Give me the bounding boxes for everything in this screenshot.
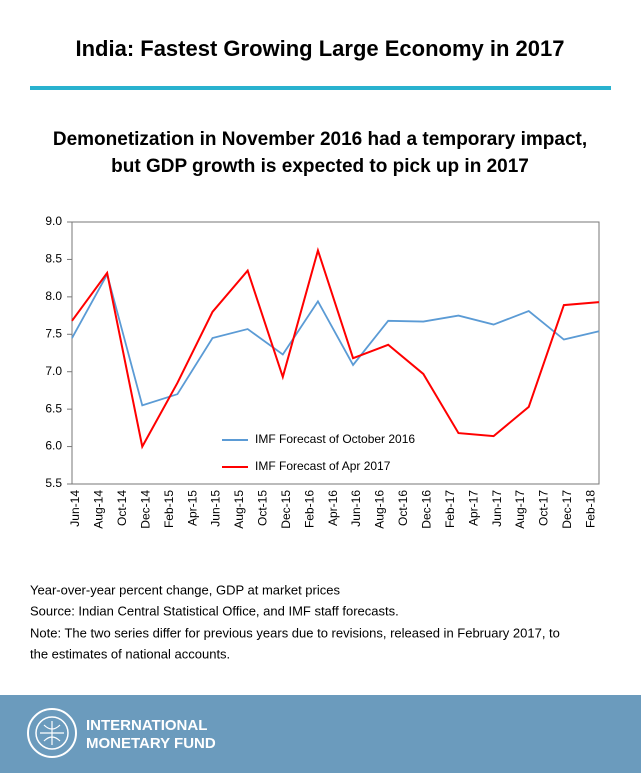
y-tick-label: 8.5 <box>45 252 62 266</box>
x-tick-label: Dec-17 <box>560 490 574 529</box>
chart-title: but GDP growth is expected to pick up in… <box>111 156 529 177</box>
series-line <box>71 272 600 407</box>
x-tick-label: Jun-15 <box>209 490 223 527</box>
note: Note: The two series differ for previous… <box>30 625 560 640</box>
imf-logo <box>27 708 77 758</box>
y-tick-label: 6.0 <box>45 439 62 453</box>
y-tick-label: 7.0 <box>45 364 62 378</box>
title-rule <box>30 86 611 90</box>
legend-label: IMF Forecast of October 2016 <box>255 432 415 446</box>
x-tick-label: Aug-16 <box>373 490 387 529</box>
x-tick-label: Aug-14 <box>92 490 106 529</box>
x-tick-label: Feb-18 <box>583 490 597 528</box>
org-name: INTERNATIONAL <box>86 717 207 734</box>
y-tick-label: 9.0 <box>45 214 62 228</box>
footer-band <box>0 695 641 773</box>
y-tick-label: 7.5 <box>45 326 62 340</box>
x-tick-label: Jun-14 <box>68 490 82 527</box>
series-line <box>71 246 600 450</box>
x-tick-label: Jun-16 <box>349 490 363 527</box>
x-tick-label: Dec-16 <box>420 490 434 529</box>
x-tick-label: Apr-16 <box>326 490 340 526</box>
y-tick-label: 5.5 <box>45 476 62 490</box>
legend-label: IMF Forecast of Apr 2017 <box>255 459 391 473</box>
page-title: India: Fastest Growing Large Economy in … <box>75 36 564 61</box>
note: the estimates of national accounts. <box>30 646 230 661</box>
note: Source: Indian Central Statistical Offic… <box>30 603 399 618</box>
x-tick-label: Feb-17 <box>443 490 457 528</box>
x-tick-label: Feb-16 <box>302 490 316 528</box>
x-tick-label: Oct-14 <box>115 490 129 526</box>
x-tick-label: Oct-16 <box>396 490 410 526</box>
x-tick-label: Oct-15 <box>256 490 270 526</box>
x-tick-label: Oct-17 <box>537 490 551 526</box>
x-tick-label: Aug-17 <box>513 490 527 529</box>
x-tick-label: Dec-14 <box>138 490 152 529</box>
plot-frame <box>71 221 600 485</box>
x-tick-label: Apr-17 <box>466 490 480 526</box>
y-tick-label: 6.5 <box>45 401 62 415</box>
x-tick-label: Jun-17 <box>490 490 504 527</box>
note: Year-over-year percent change, GDP at ma… <box>30 582 340 597</box>
org-name: MONETARY FUND <box>86 735 216 752</box>
x-tick-label: Feb-15 <box>162 490 176 528</box>
x-tick-label: Dec-15 <box>279 490 293 529</box>
chart-title: Demonetization in November 2016 had a te… <box>53 129 587 150</box>
x-tick-label: Aug-15 <box>232 490 246 529</box>
x-tick-label: Apr-15 <box>185 490 199 526</box>
y-tick-label: 8.0 <box>45 289 62 303</box>
